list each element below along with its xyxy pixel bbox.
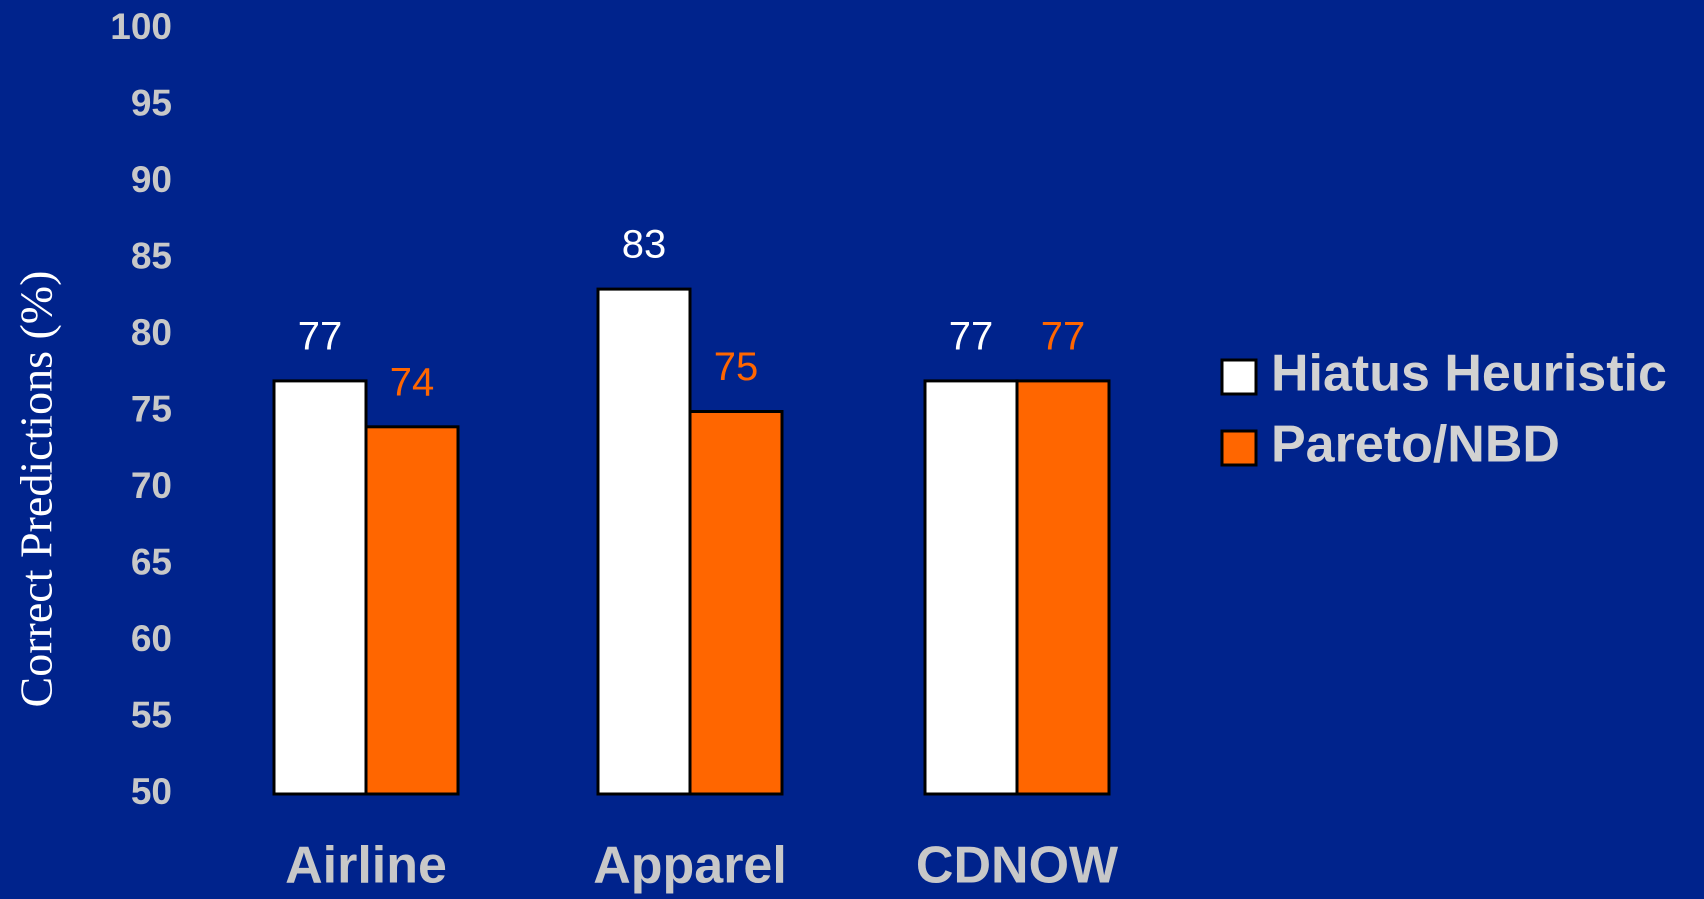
bar	[272, 379, 368, 796]
legend-label: Pareto/NBD	[1271, 416, 1560, 474]
y-tick-label: 95	[131, 82, 172, 123]
y-axis-label: Correct Predictions (%)	[11, 271, 62, 708]
legend-swatch	[1220, 429, 1258, 467]
y-tick-label: 75	[131, 388, 172, 429]
y-tick-label: 50	[131, 771, 172, 812]
bar	[688, 410, 784, 796]
x-tick-label: Airline	[285, 837, 447, 895]
y-tick-label: 100	[110, 6, 172, 47]
legend-label: Hiatus Heuristic	[1271, 345, 1667, 403]
value-label: 77	[949, 314, 994, 358]
value-label: 74	[390, 360, 435, 404]
value-label: 77	[298, 314, 343, 358]
y-tick-label: 60	[131, 618, 172, 659]
bar	[923, 379, 1019, 796]
y-tick-label: 80	[131, 312, 172, 353]
x-tick-label: CDNOW	[916, 837, 1119, 895]
y-tick-label: 55	[131, 694, 172, 735]
x-tick-label: Apparel	[593, 837, 787, 895]
y-tick-label: 90	[131, 159, 172, 200]
value-label: 75	[714, 345, 759, 389]
y-tick-label: 70	[131, 465, 172, 506]
bar	[1015, 379, 1111, 796]
y-tick-label: 65	[131, 541, 172, 582]
value-label: 77	[1041, 314, 1086, 358]
y-tick-label: 85	[131, 235, 172, 276]
legend-swatch	[1220, 358, 1258, 396]
value-label: 83	[622, 223, 667, 267]
bar	[364, 425, 460, 796]
bar	[596, 287, 692, 796]
